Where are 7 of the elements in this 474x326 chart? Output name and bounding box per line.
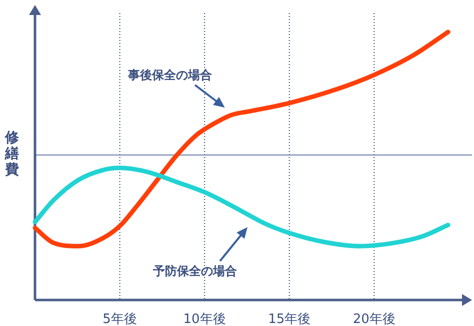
annotation: 事後保全の場合 <box>127 68 213 82</box>
x-tick-label: 10年後 <box>183 312 226 326</box>
annotation: 予防保全の場合 <box>152 264 238 278</box>
x-tick-label: 15年後 <box>268 312 311 326</box>
x-tick-label: 20年後 <box>352 312 396 326</box>
y-axis-title: 修繕費 <box>4 130 20 178</box>
x-tick-label: 5年後 <box>102 312 137 326</box>
